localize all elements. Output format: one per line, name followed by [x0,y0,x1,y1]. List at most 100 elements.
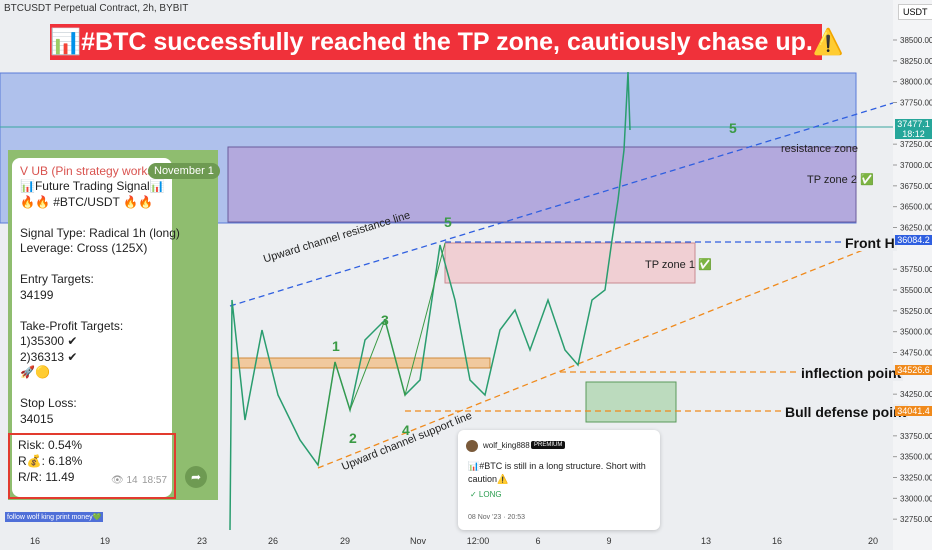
tick-label: 34750.00 [900,349,932,358]
wave-label: 2 [349,430,357,446]
time-label: 29 [339,536,350,546]
time-label: 19 [99,536,110,546]
date-pill: November 1 [148,163,220,179]
risk-box [8,433,176,499]
risk-text: R/R: 11.49 [18,470,75,484]
tick-label: 36500.00 [900,203,932,212]
wave-label: 5 [444,214,452,230]
wave-label: 4 [402,422,410,438]
time: 18:57 [142,475,168,486]
tick-label: 33250.00 [900,474,932,483]
avatar [466,440,478,452]
tick-label: 33500.00 [900,453,932,462]
message-line: Take-Profit Targets: [20,318,124,333]
tick-label: 38000.00 [900,78,932,87]
banner: 📊#BTC successfully reached the TP zone, … [50,24,844,60]
message-line [20,303,180,319]
time-label: 23 [196,536,207,546]
time-label: 6 [535,536,541,546]
risk-text: R💰: 6.18% [18,454,83,468]
tick-label: 36250.00 [900,224,932,233]
message-line: 1)35300 ✔ [20,334,78,348]
direction: ✓ LONG [470,490,502,499]
resistance-zone [227,146,857,223]
message-line: Signal Type: Radical 1h (long) [20,225,180,240]
message-line [20,210,180,226]
idea-text: 📊#BTC is still in a long structure. Shor… [468,461,646,484]
tick-label: 32750.00 [900,515,932,524]
time-label: Nov [409,536,426,546]
message-line: 🚀🟡 [20,365,50,379]
price-tag-label: 34526.6 [897,365,930,376]
wave-label: 1 [332,338,340,354]
share-button[interactable]: ➦ [185,466,207,488]
message-line: Stop Loss: [20,396,77,410]
resistance-channel-line [229,102,894,307]
risk-text: Risk: 0.54% [18,438,83,452]
idea-card[interactable]: wolf_king888 PREMIUM 📊#BTC is still in a… [458,430,660,530]
views: 👁 14 [111,475,138,486]
tick-label: 36750.00 [900,182,932,191]
tick-label: 38500.00 [900,36,932,45]
time-label: 12:00 [466,536,490,546]
signal-card: V UB (Pin strategy works) 📊Future Tradin… [8,150,220,500]
wave-path [317,242,446,466]
time-label: 26 [267,536,278,546]
idea-date: 08 Nov '23 · 20:53 [468,514,525,521]
message-line: Entry Targets: [20,272,94,286]
author: wolf_king888 [483,441,530,450]
level-label: Front H [843,235,897,251]
tick-label: 38250.00 [900,57,932,66]
tp-zone-1 [444,242,696,284]
tick-label: 37250.00 [900,140,932,149]
tick-label: 35750.00 [900,265,932,274]
tick-label: 35250.00 [900,307,932,316]
footer-note: follow wolf king print money💚 [5,512,104,522]
zone-label: TP zone 2 ✅ [807,174,874,186]
zone-label: resistance zone [781,143,859,155]
tick-label: 34250.00 [900,390,932,399]
price-axis: 38500.00 38250.00 38000.00 37750.00 37250.00… [893,36,932,524]
message-bubble: V UB (Pin strategy works) 📊Future Tradin… [12,158,180,497]
price-tag: 34041.4 [895,405,932,416]
message-body: 📊Future Trading Signal📊 🔥🔥 #BTC/USDT 🔥🔥 Si… [20,179,180,427]
price-tag: 37477.1 18:12 [895,119,932,140]
level-label: inflection point [799,365,904,381]
message-line [20,257,180,273]
wave-label: 3 [381,312,389,328]
price-tag-label: 36084.2 [897,235,930,246]
time-label: 16 [771,536,782,546]
symbol-title: BTCUSDT Perpetual Contract, 2h, BYBIT [4,3,189,14]
price-tag: 36084.2 [895,235,932,246]
time-label: 16 [29,536,40,546]
wave-label: 5 [729,120,737,136]
message-line: 34199 [20,287,54,302]
level-label: Bull defense point [783,404,909,420]
tick-label: 35500.00 [900,286,932,295]
sender: V UB (Pin strategy works) [20,164,158,178]
tick-label: 35000.00 [900,328,932,337]
tick-label: 33750.00 [900,432,932,441]
price-axis-background [893,0,932,550]
price-tag-sub: 18:12 [902,129,925,140]
message-line [20,381,180,397]
tick-label: 37750.00 [900,99,932,108]
price-tag-label: 34041.4 [897,405,930,416]
time-label: 13 [700,536,711,546]
time-label: 9 [606,536,612,546]
message-line: Leverage: Cross (125X) [20,241,148,255]
price-tag-label: 37477.1 [897,119,930,130]
price-path [229,71,631,531]
message-line: 34015 [20,411,54,426]
zone-label: TP zone 1 ✅ [645,259,712,271]
currency-button[interactable]: USDT [898,4,932,20]
support-channel-line [317,237,894,469]
tick-label: 33000.00 [900,494,932,503]
message-line: 📊Future Trading Signal📊 [20,179,165,193]
tick-label: 37000.00 [900,161,932,170]
message-line: 🔥🔥 #BTC/USDT 🔥🔥 [20,194,153,209]
badge: PREMIUM [531,441,566,449]
price-tag: 34526.6 [895,365,932,376]
message-line: 2)36313 ✔ [20,349,78,364]
